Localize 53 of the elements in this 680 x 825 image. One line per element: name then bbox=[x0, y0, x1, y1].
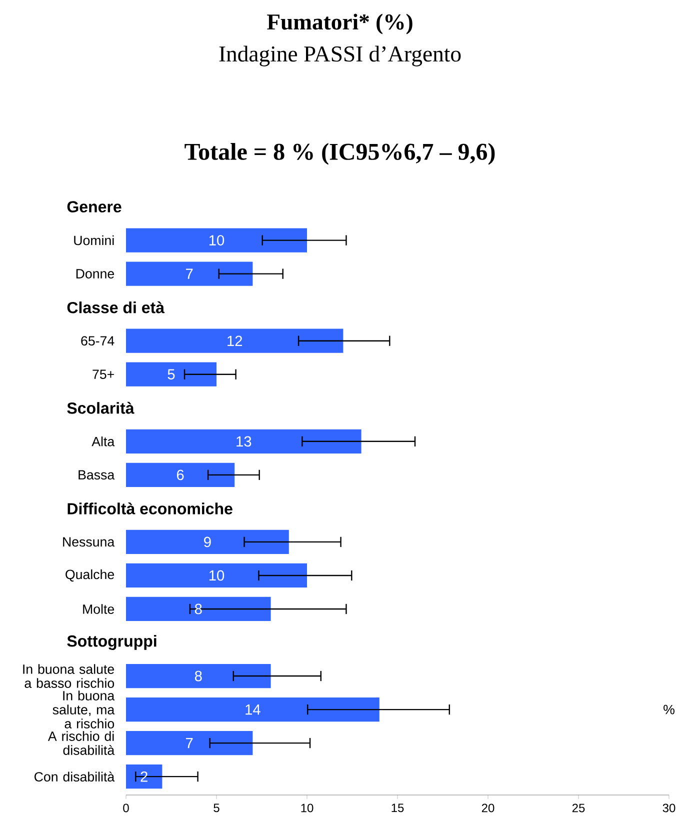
y-tick-label: Donne bbox=[76, 269, 114, 278]
chart-title: Fumatori* (%) bbox=[267, 14, 412, 34]
bar bbox=[126, 262, 253, 286]
data-label: 12 bbox=[228, 336, 242, 346]
x-tick-label: 0 bbox=[123, 804, 129, 812]
data-label: 13 bbox=[236, 436, 252, 447]
chart-subtitle: Indagine PASSI d’Argento bbox=[219, 46, 461, 66]
text: Totale = 8 % (IC95%6,7 – 9,6) bbox=[184, 143, 495, 165]
y-tick-label: Scolarità bbox=[67, 402, 134, 414]
y-tick-label: In buona salute a basso rischio bbox=[23, 664, 114, 688]
y-tick-label: Uomini bbox=[74, 235, 114, 246]
y-tick-label: Sottogruppi bbox=[67, 635, 156, 650]
bar bbox=[126, 664, 271, 688]
y-tick-label: Alta bbox=[92, 436, 115, 446]
x-tick-label: 15 bbox=[392, 804, 404, 812]
y-tick-label: In buona salute, ma a rischio bbox=[52, 690, 115, 728]
bar bbox=[126, 462, 235, 487]
bar bbox=[126, 563, 307, 588]
y-tick-label: 65-74 bbox=[81, 336, 114, 346]
data-label: 5 bbox=[168, 369, 175, 380]
bar bbox=[126, 228, 307, 252]
data-label: 14 bbox=[246, 704, 260, 715]
y-tick-label: Difficoltà economiche bbox=[68, 502, 232, 514]
x-tick-label: 5 bbox=[214, 804, 220, 812]
y-tick-label: Molte bbox=[83, 604, 114, 614]
y-tick-label: Con disabilità bbox=[34, 772, 115, 782]
x-tick-label: 25 bbox=[572, 804, 585, 812]
x-tick-label: 10 bbox=[301, 804, 314, 812]
data-label: 7 bbox=[186, 268, 193, 279]
y-tick-label: 75+ bbox=[92, 370, 114, 380]
bar bbox=[126, 429, 362, 454]
data-label: 8 bbox=[194, 670, 202, 682]
y-tick-label: Nessuna bbox=[63, 537, 115, 547]
data-label: 7 bbox=[186, 738, 193, 748]
bar bbox=[126, 328, 344, 353]
y-tick-label: Qualche bbox=[66, 569, 114, 582]
data-label: 9 bbox=[204, 536, 211, 548]
y-tick-label: Classe di età bbox=[67, 301, 165, 314]
x-axis-title: % bbox=[664, 704, 674, 714]
y-tick-label: A rischio di disabilità bbox=[48, 731, 115, 755]
bar bbox=[126, 697, 380, 722]
data-label: 6 bbox=[176, 470, 184, 480]
bar bbox=[126, 530, 289, 554]
bar bbox=[126, 764, 162, 789]
x-tick-label: 30 bbox=[662, 804, 676, 812]
bar bbox=[126, 596, 271, 622]
y-tick-label: Bassa bbox=[78, 470, 115, 480]
x-tick-label: 20 bbox=[482, 804, 494, 812]
data-label: 10 bbox=[209, 235, 224, 246]
y-tick-label: Genere bbox=[67, 201, 122, 212]
data-label: 10 bbox=[209, 570, 224, 581]
bar bbox=[126, 362, 216, 386]
bar bbox=[126, 730, 253, 756]
